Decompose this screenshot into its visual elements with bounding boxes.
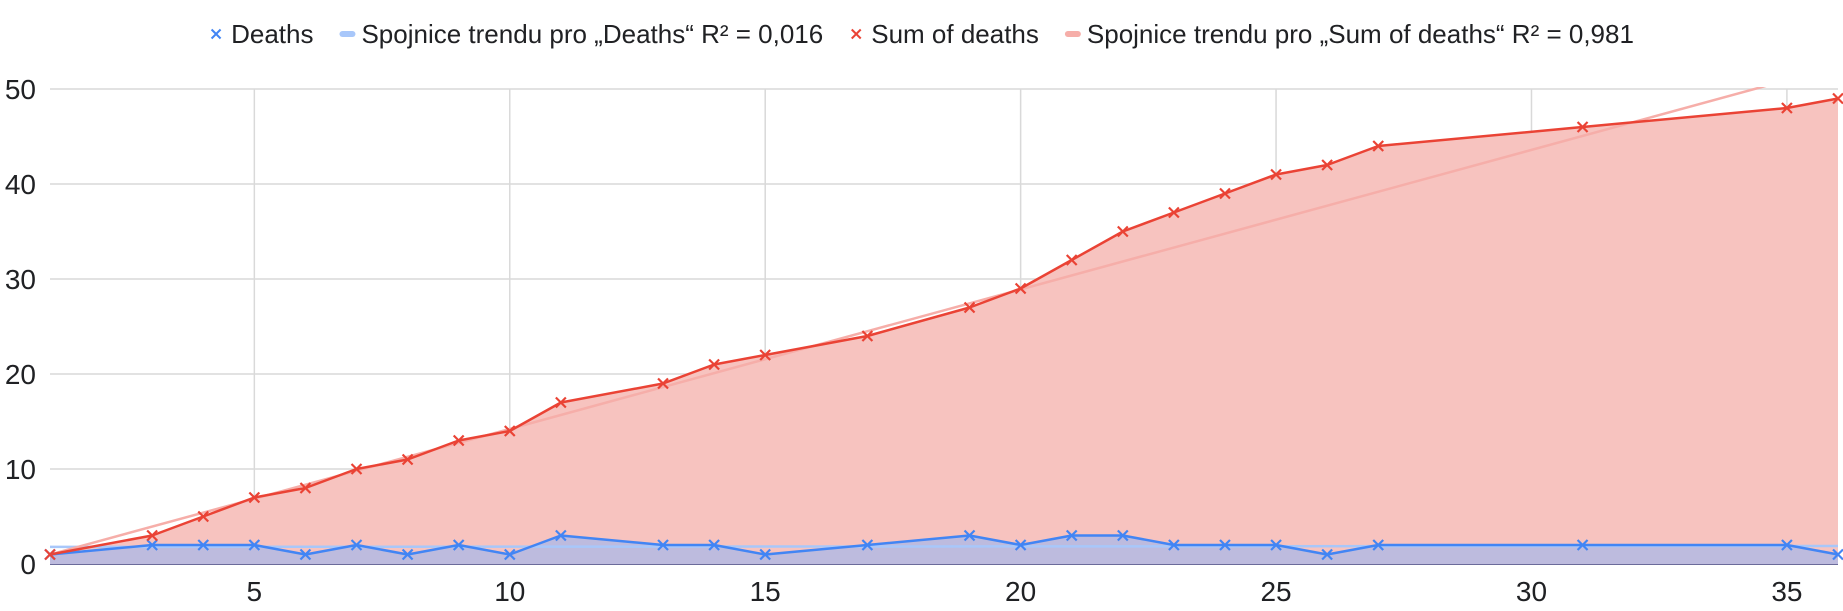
legend-label: Deaths — [231, 19, 313, 49]
data-point — [197, 539, 210, 551]
data-point — [1321, 548, 1333, 561]
series-areas — [50, 98, 1838, 564]
data-point — [197, 510, 210, 523]
series-line — [49, 97, 1839, 556]
data-point — [1168, 206, 1180, 219]
data-point — [1832, 548, 1843, 561]
legend-label: Sum of deaths — [871, 19, 1039, 49]
data-point — [350, 539, 363, 551]
legend-item: Deaths — [210, 19, 313, 49]
data-point — [759, 548, 771, 561]
data-point — [299, 482, 312, 494]
y-tick-label: 0 — [20, 549, 36, 580]
data-point — [861, 330, 874, 342]
x-tick-label: 30 — [1516, 576, 1547, 607]
data-point — [861, 539, 874, 551]
series-markers — [44, 92, 1843, 561]
data-point — [1219, 539, 1231, 551]
axis-labels: 0 10 20 30 40 50 5 10 15 20 25 30 35 — [5, 74, 1803, 607]
legend-label: Spojnice trendu pro „Sum of deaths“ R² =… — [1087, 19, 1634, 49]
series-line — [49, 534, 1839, 556]
data-point — [1781, 539, 1793, 551]
data-point — [1832, 92, 1843, 105]
data-point — [1576, 121, 1589, 133]
series-area — [50, 535, 1838, 564]
x-tick-label: 25 — [1260, 576, 1291, 607]
data-point — [452, 434, 465, 447]
data-point — [1781, 102, 1793, 114]
legend-item: Sum of deaths — [851, 19, 1039, 49]
data-point — [401, 453, 414, 466]
data-point — [657, 539, 669, 551]
data-point — [146, 529, 158, 542]
data-point — [657, 377, 669, 390]
data-point — [248, 491, 261, 504]
x-tick-label: 15 — [750, 576, 781, 607]
data-point — [1065, 529, 1078, 542]
data-point — [963, 301, 976, 314]
data-point — [1372, 140, 1385, 152]
data-point — [708, 358, 720, 371]
data-point — [1372, 539, 1385, 551]
data-point — [1270, 168, 1282, 181]
data-point — [555, 529, 567, 542]
data-point — [1014, 539, 1027, 551]
legend-swatch — [339, 31, 356, 37]
data-point — [708, 539, 720, 551]
data-point — [1065, 254, 1078, 266]
data-point — [248, 539, 261, 551]
y-tick-label: 10 — [5, 454, 36, 485]
data-point — [1168, 539, 1180, 551]
series-lines — [49, 97, 1839, 556]
y-tick-label: 20 — [5, 359, 36, 390]
data-point — [452, 539, 465, 551]
data-point — [146, 539, 158, 551]
legend: Deaths Spojnice trendu pro „Deaths“ R² = … — [210, 19, 1634, 49]
data-point — [1117, 529, 1129, 542]
series-area — [50, 98, 1838, 564]
data-point — [1014, 282, 1027, 295]
data-point — [1219, 187, 1231, 200]
data-point — [1117, 225, 1129, 238]
legend-label: Spojnice trendu pro „Deaths“ R² = 0,016 — [361, 19, 823, 49]
y-tick-label: 40 — [5, 169, 36, 200]
data-point — [299, 548, 312, 561]
data-point — [401, 548, 414, 561]
data-point — [350, 463, 363, 475]
data-point — [1576, 539, 1589, 551]
data-point — [1270, 539, 1282, 551]
data-point — [503, 425, 516, 437]
data-point — [1321, 159, 1333, 171]
data-point — [503, 548, 516, 561]
x-tick-label: 35 — [1771, 576, 1802, 607]
y-tick-label: 30 — [5, 264, 36, 295]
data-point — [44, 548, 56, 561]
legend-item: Spojnice trendu pro „Deaths“ R² = 0,016 — [339, 19, 823, 49]
data-point — [555, 396, 567, 409]
x-tick-label: 5 — [247, 576, 263, 607]
legend-item: Spojnice trendu pro „Sum of deaths“ R² =… — [1064, 19, 1634, 49]
legend-swatch — [1064, 31, 1081, 37]
y-tick-label: 50 — [5, 74, 36, 105]
x-tick-label: 10 — [494, 576, 525, 607]
data-point — [759, 349, 771, 361]
x-tick-label: 20 — [1005, 576, 1036, 607]
data-point — [963, 529, 976, 542]
